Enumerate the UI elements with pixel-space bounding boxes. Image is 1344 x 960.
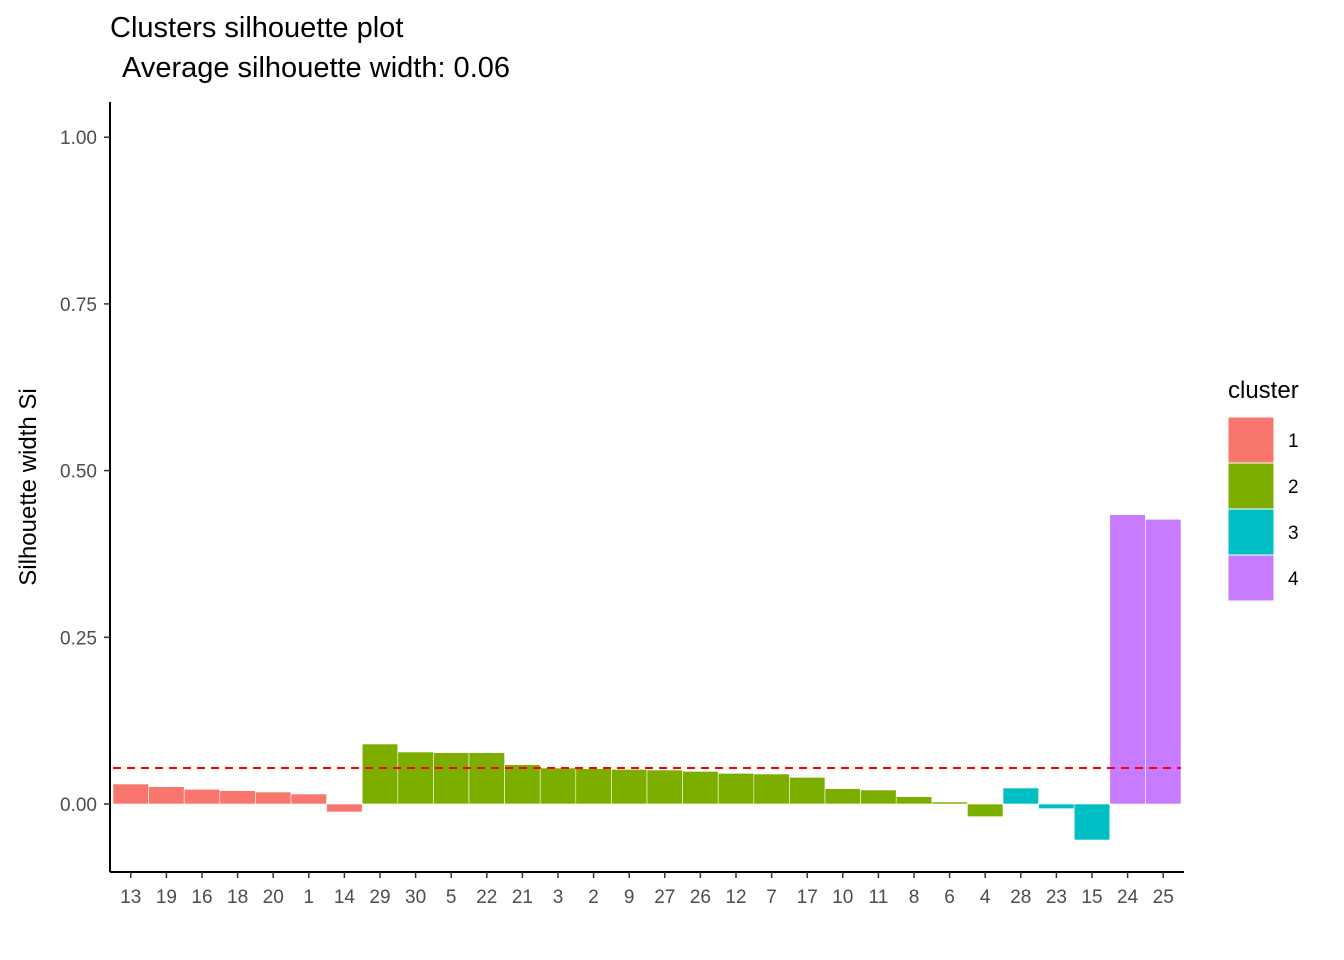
bar-18 [219, 790, 256, 805]
x-tick-label: 11 [869, 887, 889, 908]
bar-7 [753, 773, 790, 805]
bar-13 [112, 783, 149, 805]
bar-19 [148, 786, 185, 805]
bar-26 [682, 771, 719, 805]
x-tick-label: 25 [1153, 887, 1174, 908]
x-tick-label: 23 [1046, 887, 1067, 908]
x-tick-label: 26 [690, 887, 711, 908]
bar-3 [539, 767, 577, 805]
bar-17 [789, 777, 826, 805]
chart-title: Clusters silhouette plot [110, 12, 403, 44]
y-tick-label: 0.75 [60, 295, 97, 316]
bar-9 [611, 769, 648, 805]
x-tick-label: 7 [766, 887, 777, 908]
chart-subtitle: Average silhouette width: 0.06 [122, 52, 510, 84]
legend-key-1 [1227, 416, 1275, 464]
bar-20 [255, 791, 292, 805]
legend-label-2: 2 [1288, 477, 1299, 498]
bar-6 [931, 801, 968, 805]
bar-25 [1145, 518, 1182, 805]
legend-title: cluster [1228, 377, 1299, 404]
bar-21 [504, 764, 541, 805]
x-tick-label: 20 [263, 887, 284, 908]
bar-30 [397, 751, 434, 805]
y-axis-ticks: 0.00 0.25 0.50 0.75 1.00 [60, 128, 110, 816]
x-tick-label: 6 [944, 887, 955, 908]
x-tick-label: 17 [797, 887, 818, 908]
x-tick-label: 24 [1117, 887, 1139, 908]
x-tick-label: 27 [654, 887, 675, 908]
y-axis-title: Silhouette width Si [15, 388, 42, 585]
legend: cluster 1 2 3 4 [1227, 377, 1299, 602]
x-tick-label: 3 [553, 887, 564, 908]
bar-24 [1109, 514, 1146, 805]
bar-23 [1038, 803, 1075, 809]
x-tick-label: 29 [369, 887, 390, 908]
y-tick-label: 1.00 [60, 128, 97, 149]
x-tick-label: 21 [512, 887, 533, 908]
x-tick-label: 2 [588, 887, 599, 908]
bar-4 [967, 803, 1004, 817]
bar-11 [860, 789, 897, 805]
bar-29 [361, 743, 399, 805]
x-tick-label: 1 [304, 887, 315, 908]
x-tick-label: 30 [405, 887, 426, 908]
x-tick-label: 19 [156, 887, 177, 908]
y-tick-label: 0.00 [60, 795, 97, 816]
bar-15 [1073, 803, 1111, 841]
x-tick-label: 28 [1010, 887, 1031, 908]
bar-14 [326, 803, 363, 813]
legend-label-4: 4 [1288, 569, 1299, 590]
x-tick-label: 16 [191, 887, 212, 908]
bar-12 [717, 773, 755, 805]
bar-22 [468, 752, 505, 805]
x-tick-label: 13 [120, 887, 141, 908]
x-axis-ticks: 13 19 16 18 20 1 14 29 30 5 22 21 3 2 9 27 26 12 7 17 10 11 8 6… [120, 872, 1174, 908]
x-tick-label: 5 [446, 887, 457, 908]
y-tick-label: 0.50 [60, 462, 97, 483]
bar-27 [646, 769, 683, 805]
x-tick-label: 22 [476, 887, 497, 908]
bars-group [112, 514, 1182, 841]
legend-key-3 [1227, 508, 1275, 556]
bar-10 [824, 788, 861, 805]
y-tick-label: 0.25 [60, 628, 97, 649]
x-tick-label: 14 [334, 887, 356, 908]
legend-label-1: 1 [1288, 431, 1299, 452]
x-tick-label: 8 [909, 887, 920, 908]
legend-key-2 [1227, 462, 1275, 510]
legend-label-3: 3 [1288, 523, 1299, 544]
bar-16 [183, 789, 221, 805]
bar-2 [575, 768, 612, 805]
x-tick-label: 10 [832, 887, 853, 908]
x-tick-label: 18 [227, 887, 248, 908]
bar-28 [1002, 787, 1039, 805]
bar-8 [895, 796, 933, 805]
legend-key-4 [1227, 554, 1275, 602]
x-tick-label: 9 [624, 887, 635, 908]
bar-1 [290, 793, 327, 805]
x-tick-label: 12 [725, 887, 746, 908]
x-tick-label: 4 [980, 887, 991, 908]
bar-5 [433, 752, 470, 805]
x-tick-label: 15 [1081, 887, 1102, 908]
